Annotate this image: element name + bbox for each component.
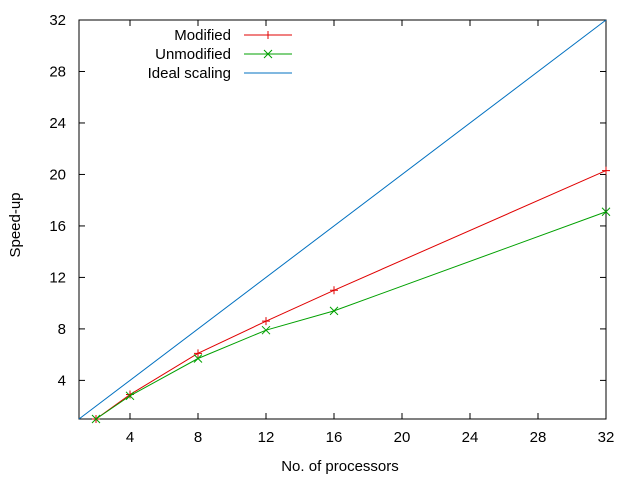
unmodified-point (601, 207, 611, 217)
unmodified-point (261, 325, 271, 335)
x-tick-label: 16 (326, 429, 343, 446)
x-axis-label: No. of processors (281, 458, 399, 475)
x-tick-label: 24 (462, 429, 479, 446)
ideal-scaling-line (78, 19, 607, 420)
series-unmodified (91, 207, 611, 424)
unmodified-point (329, 306, 339, 316)
y-tick-label: 16 (49, 218, 66, 235)
y-tick-label: 32 (49, 12, 66, 29)
x-tick-label: 32 (598, 429, 615, 446)
x-axis-ticks: 4 8 12 16 20 24 28 32 (126, 20, 615, 446)
y-axis-ticks: 4 8 12 16 20 24 28 32 (49, 12, 606, 389)
y-tick-label: 4 (58, 372, 66, 389)
legend: Modified Unmodified Ideal scaling (148, 27, 292, 82)
x-tick-label: 28 (530, 429, 547, 446)
plot-border (78, 19, 607, 420)
modified-point (262, 317, 270, 326)
modified-line (95, 170, 607, 420)
series-modified (92, 166, 610, 423)
x-tick-label: 8 (194, 429, 202, 446)
y-tick-label: 12 (49, 269, 66, 286)
modified-point (602, 166, 610, 175)
legend-label-unmodified: Unmodified (155, 46, 231, 63)
unmodified-point (125, 391, 135, 401)
unmodified-point (91, 414, 101, 424)
y-axis-label: Speed-up (7, 192, 24, 257)
y-tick-label: 24 (49, 115, 66, 132)
y-tick-label: 20 (49, 166, 66, 183)
x-tick-label: 4 (126, 429, 134, 446)
plot-frame (78, 19, 607, 420)
modified-point (194, 349, 202, 358)
legend-label-ideal-scaling: Ideal scaling (148, 65, 231, 82)
legend-marker-unmodified (263, 49, 273, 59)
x-tick-label: 12 (258, 429, 275, 446)
y-tick-label: 8 (58, 321, 66, 338)
x-tick-label: 20 (394, 429, 411, 446)
legend-marker-modified (264, 31, 272, 39)
modified-point (330, 286, 338, 295)
series-ideal-scaling (78, 19, 607, 420)
y-tick-label: 28 (49, 63, 66, 80)
series-layer (78, 19, 611, 424)
legend-label-modified: Modified (174, 27, 231, 44)
unmodified-line (95, 211, 607, 420)
unmodified-point (193, 354, 203, 363)
